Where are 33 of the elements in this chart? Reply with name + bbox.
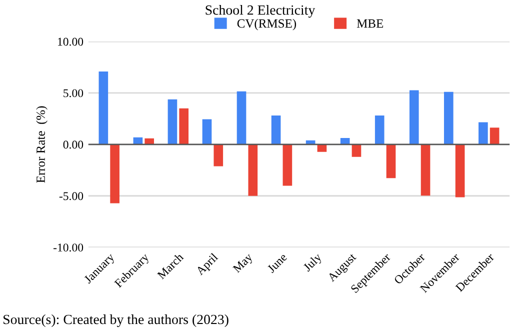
y-tick-label: -5.00: [59, 192, 84, 200]
chart-title: School 2 Electricity: [206, 4, 316, 18]
source-note: Source(s): Created by the authors (2023): [4, 314, 228, 328]
bar: [248, 144, 258, 196]
bar: [478, 122, 488, 144]
bar: [98, 71, 108, 144]
x-tick-label: May: [232, 252, 255, 275]
bar: [282, 144, 292, 186]
y-tick-label: 10.00: [58, 38, 84, 46]
bar: [202, 119, 212, 144]
bar: [409, 90, 419, 144]
y-axis-title: Error Rate (%): [36, 106, 48, 183]
bar: [236, 91, 246, 144]
legend-label: CV(RMSE): [237, 18, 296, 30]
x-tick-label: July: [302, 252, 324, 274]
y-tick-label: 0.00: [63, 140, 84, 149]
bar: [374, 116, 384, 144]
bar: [214, 144, 224, 166]
bar: [110, 144, 120, 204]
bar: [168, 99, 178, 144]
bar: [490, 128, 500, 144]
bar: [179, 108, 189, 144]
bar: [271, 116, 281, 144]
bar: [455, 144, 465, 198]
legend-label: MBE: [356, 19, 384, 28]
bar: [386, 144, 396, 178]
bar: [420, 144, 430, 196]
bar: [444, 92, 454, 144]
x-tick-label: June: [266, 252, 288, 274]
y-tick-label: -10.00: [53, 244, 84, 252]
y-tick-label: 5.00: [64, 89, 84, 98]
bar: [317, 144, 327, 152]
bar: [352, 144, 362, 157]
